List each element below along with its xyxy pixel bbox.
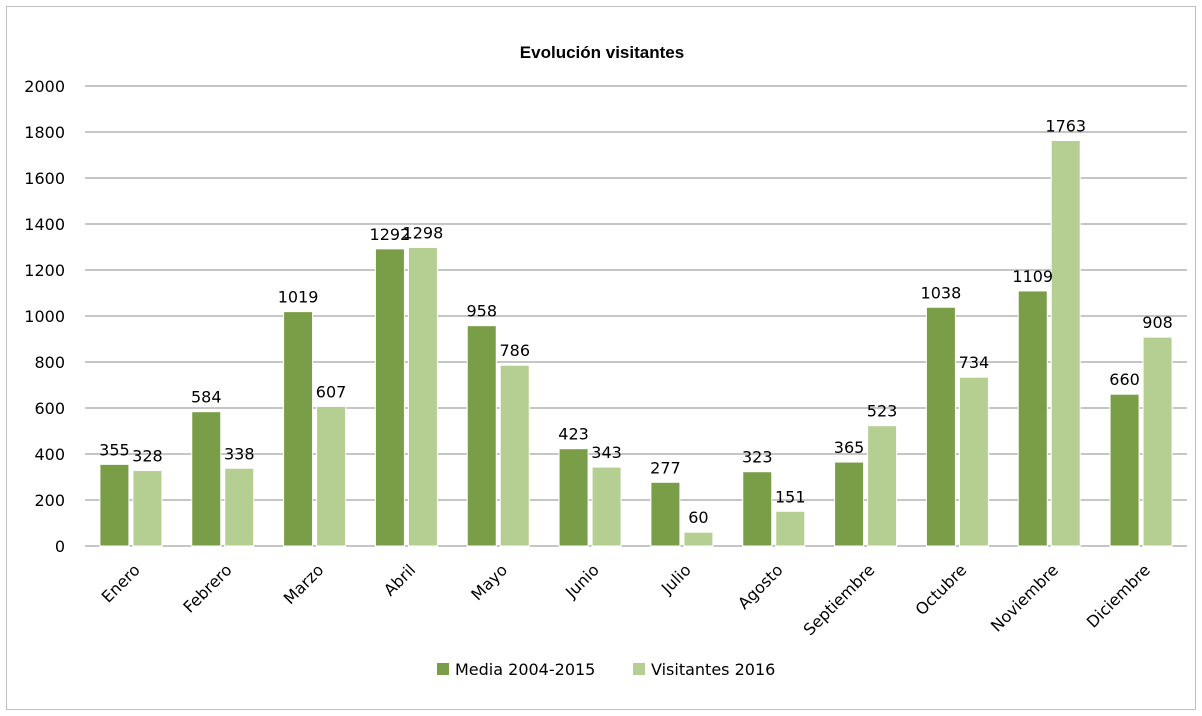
y-tick-label: 2000 [24,77,65,96]
bar-media-septiembre [834,461,865,547]
legend-swatch [437,663,449,675]
x-category-label: Diciembre [1083,560,1154,631]
bar-visitantes-enero [132,470,163,547]
data-label: 338 [224,444,255,463]
bar-visitantes-mayo [499,364,530,547]
data-label: 584 [191,388,222,407]
data-label: 958 [466,302,497,321]
x-axis-categories: Enero Febrero Marzo Abril Mayo Junio Julio Agos… [98,560,1154,639]
bar-media-marzo [283,311,314,547]
x-category-label: Abril [380,560,419,599]
data-label: 343 [591,443,622,462]
legend-swatch [633,663,645,675]
gridlines [85,85,1187,547]
bar-visitantes-septiembre [867,425,898,547]
x-category-label: Septiembre [800,560,879,639]
bar-media-enero [99,463,130,547]
y-tick-label: 1200 [24,261,65,280]
data-label: 1038 [921,283,962,302]
y-axis-ticks: 0 200 400 600 800 1000 1200 1400 1600 1800 2000 [24,77,65,556]
bar-visitantes-junio [591,466,622,547]
legend-label: Media 2004-2015 [455,660,595,679]
bar-visitantes-octubre [958,376,989,547]
x-category-label: Octubre [912,560,971,619]
data-label: 1292 [370,225,411,244]
bar-visitantes-agosto [775,510,806,547]
data-label: 607 [316,382,347,401]
data-label: 786 [499,341,530,360]
chart-title: Evolución visitantes [520,43,684,62]
y-tick-label: 1000 [24,307,65,326]
bar-visitantes-abril [407,246,438,547]
data-label: 908 [1142,313,1173,332]
bar-visitantes-julio [683,531,714,547]
bar-media-mayo [466,325,497,547]
y-tick-label: 1800 [24,123,65,142]
data-label: 323 [742,448,773,467]
y-tick-label: 800 [34,353,65,372]
legend: Media 2004-2015 Visitantes 2016 [437,660,775,679]
data-label: 1763 [1045,117,1086,136]
x-category-label: Mayo [467,560,511,604]
data-label: 60 [688,508,708,527]
legend-label: Visitantes 2016 [651,660,775,679]
bars [99,140,1173,547]
data-label: 734 [959,353,990,372]
y-tick-label: 1600 [24,169,65,188]
x-category-label: Agosto [734,560,787,613]
x-category-label: Junio [561,560,603,602]
bar-media-diciembre [1109,393,1140,547]
data-label: 1298 [403,223,444,242]
data-label: 355 [99,440,130,459]
x-category-label: Noviembre [987,560,1062,635]
bar-media-abril [374,248,405,547]
x-category-label: Julio [657,560,695,598]
bar-media-noviembre [1017,290,1048,547]
data-label: 1109 [1012,267,1053,286]
data-label: 423 [558,425,589,444]
x-category-label: Enero [98,560,144,606]
x-category-label: Marzo [280,560,328,608]
bar-media-octubre [925,306,956,547]
y-tick-label: 200 [34,491,65,510]
y-tick-label: 1400 [24,215,65,234]
data-label: 328 [132,447,163,466]
bar-media-julio [650,481,681,547]
bar-media-febrero [191,411,222,547]
data-label: 365 [834,438,865,457]
bar-visitantes-febrero [224,467,255,547]
y-tick-label: 0 [55,537,65,556]
bar-visitantes-diciembre [1142,336,1173,547]
x-category-label: Febrero [179,560,235,616]
data-label: 523 [867,402,898,421]
chart-frame: Evolución visitantes 0 200 400 600 800 1000 12… [6,6,1196,710]
data-label: 660 [1109,370,1140,389]
y-tick-label: 400 [34,445,65,464]
data-label: 151 [775,487,806,506]
bar-visitantes-marzo [316,405,347,547]
bar-media-junio [558,448,589,547]
y-tick-label: 600 [34,399,65,418]
bar-chart: Evolución visitantes 0 200 400 600 800 1000 12… [24,43,1187,679]
bar-visitantes-noviembre [1050,140,1081,547]
data-label: 277 [650,458,681,477]
data-label: 1019 [278,288,319,307]
bar-media-agosto [742,471,773,547]
